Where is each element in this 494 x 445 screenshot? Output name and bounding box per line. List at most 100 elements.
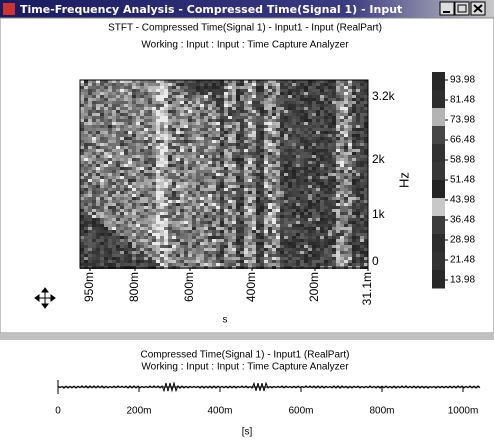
- spectrogram-cell: [332, 191, 336, 194]
- spectrogram-cell: [260, 239, 264, 242]
- spectrogram-cell: [184, 134, 188, 137]
- spectrogram-cell: [328, 230, 332, 233]
- spectrogram-cell: [328, 137, 332, 140]
- spectrogram-cell: [120, 209, 124, 212]
- spectrogram-cell: [188, 185, 192, 188]
- spectrogram-cell: [256, 86, 260, 89]
- window-buttons[interactable]: [440, 2, 485, 15]
- spectrogram-cell: [132, 158, 136, 161]
- spectrogram-cell: [312, 224, 316, 227]
- spectrogram-cell: [208, 200, 212, 203]
- spectrogram-cell: [292, 212, 296, 215]
- spectrogram-cell: [324, 140, 328, 143]
- spectrogram-cell: [356, 188, 360, 191]
- spectrogram-cell: [268, 101, 272, 104]
- spectrogram-cell: [272, 101, 276, 104]
- spectrogram-cell: [252, 104, 256, 107]
- spectrogram-cell: [320, 245, 324, 248]
- spectrogram-cell: [128, 92, 132, 95]
- spectrogram-cell: [312, 128, 316, 131]
- spectrogram-cell: [152, 149, 156, 152]
- spectrogram-cell: [136, 209, 140, 212]
- spectrogram-cell: [252, 251, 256, 254]
- spectrogram-cell: [212, 206, 216, 209]
- spectrogram-cell: [320, 188, 324, 191]
- spectrogram-cell: [216, 149, 220, 152]
- spectrogram-cell: [268, 200, 272, 203]
- spectrogram-cell: [200, 263, 204, 266]
- spectrogram-cell: [104, 224, 108, 227]
- spectrogram-cell: [240, 125, 244, 128]
- spectrogram-cell: [148, 155, 152, 158]
- spectrogram-cell: [112, 104, 116, 107]
- spectrogram-cell: [228, 248, 232, 251]
- spectrogram-cell: [180, 128, 184, 131]
- maximize-button[interactable]: [455, 2, 469, 15]
- spectrogram-cell: [296, 119, 300, 122]
- spectrogram-cell: [360, 155, 364, 158]
- spectrogram-cell: [260, 95, 264, 98]
- spectrogram-cell: [244, 140, 248, 143]
- spectrogram-cell: [264, 125, 268, 128]
- spectrogram-cell: [252, 182, 256, 185]
- spectrogram-cell: [308, 263, 312, 266]
- spectrogram-cell: [364, 119, 368, 122]
- spectrogram-cell: [108, 188, 112, 191]
- spectrogram-cell: [292, 101, 296, 104]
- spectrogram-cell: [296, 239, 300, 242]
- spectrogram-cell: [264, 203, 268, 206]
- spectrogram-cell: [356, 134, 360, 137]
- spectrogram-cell: [256, 158, 260, 161]
- spectrogram-cell: [356, 203, 360, 206]
- splitter[interactable]: [0, 333, 494, 340]
- spectrogram-cell: [360, 158, 364, 161]
- spectrogram-cell: [164, 248, 168, 251]
- spectrogram-cell: [260, 137, 264, 140]
- spectrogram-cell: [248, 182, 252, 185]
- spectrogram-cell: [104, 158, 108, 161]
- spectrogram-cell: [196, 215, 200, 218]
- spectrogram-cell: [320, 257, 324, 260]
- spectrogram-cell: [332, 239, 336, 242]
- spectrogram-cell: [220, 95, 224, 98]
- spectrogram-cell: [296, 110, 300, 113]
- spectrogram-cell: [312, 149, 316, 152]
- spectrogram-cell: [144, 254, 148, 257]
- spectrogram-cell: [340, 134, 344, 137]
- spectrogram-cell: [256, 92, 260, 95]
- minimize-button[interactable]: [440, 2, 454, 15]
- spectrogram-cell: [216, 209, 220, 212]
- spectrogram-cell: [272, 230, 276, 233]
- spectrogram-cell: [280, 179, 284, 182]
- spectrogram-cell: [116, 113, 120, 116]
- spectrogram-cell: [260, 245, 264, 248]
- spectrogram-cell: [232, 131, 236, 134]
- spectrogram-cell: [136, 101, 140, 104]
- spectrogram-cell: [256, 95, 260, 98]
- spectrogram-cell: [156, 140, 160, 143]
- spectrogram-cell: [208, 95, 212, 98]
- spectrogram-cell: [256, 89, 260, 92]
- spectrogram-cell: [92, 89, 96, 92]
- spectrogram-cell: [324, 104, 328, 107]
- spectrogram-cell: [100, 137, 104, 140]
- spectrogram-cell: [104, 176, 108, 179]
- spectrogram-cell: [176, 116, 180, 119]
- spectrogram-cell: [264, 89, 268, 92]
- spectrogram-cell: [192, 125, 196, 128]
- spectrogram-cell: [248, 158, 252, 161]
- spectrogram-cell: [316, 263, 320, 266]
- spectrogram-cell: [168, 122, 172, 125]
- spectrogram-cell: [204, 176, 208, 179]
- spectrogram-cell: [196, 179, 200, 182]
- spectrogram-cell: [240, 212, 244, 215]
- spectrogram-cell: [192, 110, 196, 113]
- spectrogram-cell: [348, 182, 352, 185]
- spectrogram-cell: [208, 119, 212, 122]
- spectrogram-cell: [220, 152, 224, 155]
- spectrogram-cell: [192, 230, 196, 233]
- spectrogram-cell: [140, 104, 144, 107]
- spectrogram-cell: [84, 248, 88, 251]
- spectrogram-cell: [256, 254, 260, 257]
- spectrogram-cell: [320, 233, 324, 236]
